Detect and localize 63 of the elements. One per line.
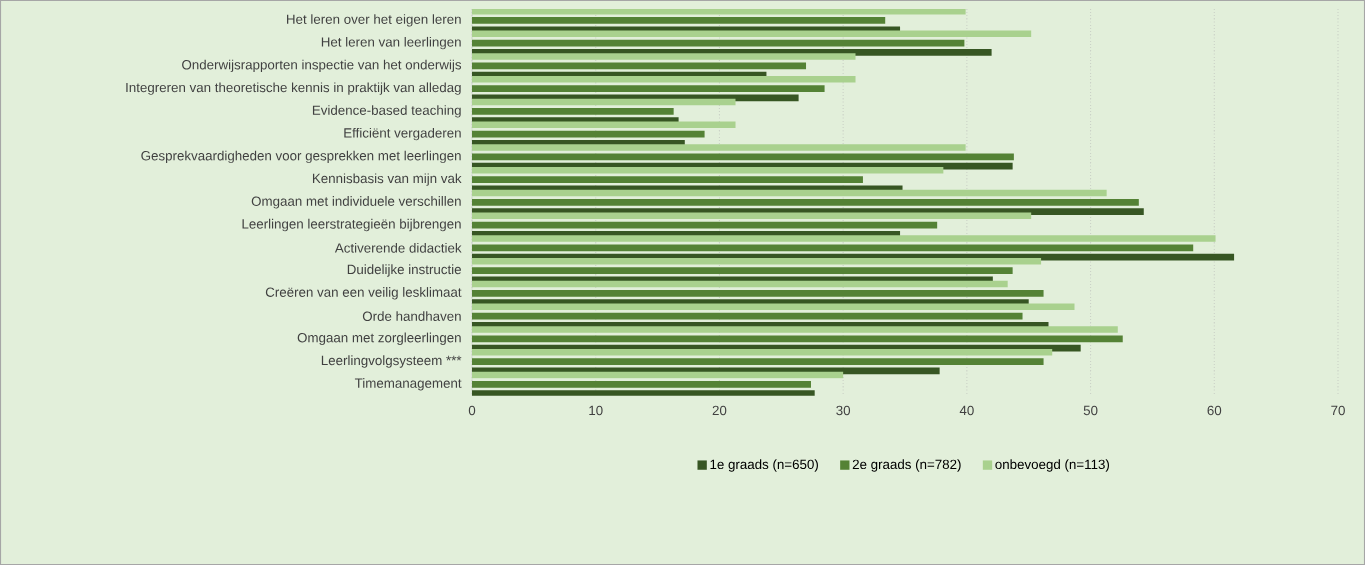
bar bbox=[472, 235, 1216, 242]
y-tick-label: Orde handhaven bbox=[362, 311, 461, 321]
bar bbox=[472, 358, 1044, 365]
bar bbox=[472, 380, 811, 388]
bar bbox=[472, 390, 815, 396]
bar bbox=[472, 212, 1032, 220]
x-tick-label: 40 bbox=[959, 405, 974, 416]
bar bbox=[472, 280, 1008, 288]
y-tick-label: Het leren over het eigen leren bbox=[287, 14, 461, 27]
bar bbox=[472, 257, 1042, 265]
bar bbox=[472, 98, 736, 106]
bar bbox=[472, 348, 1053, 356]
bar bbox=[472, 166, 944, 174]
bar bbox=[472, 153, 1014, 161]
bar bbox=[472, 312, 1023, 320]
bar bbox=[472, 53, 856, 60]
bar bbox=[472, 130, 705, 138]
bar bbox=[472, 244, 1194, 252]
bar bbox=[472, 267, 1013, 274]
y-tick-label: Gesprekvaardigheden voor gesprekken met leerlingen bbox=[141, 150, 461, 164]
y-tick-label: Activerende didactiek bbox=[334, 242, 462, 253]
bar bbox=[472, 39, 965, 47]
y-tick-label: Creëren van een veilig lesklimaat bbox=[265, 287, 462, 300]
legend-label: 1e graads (n=650) bbox=[710, 459, 818, 472]
bar bbox=[472, 30, 1032, 38]
y-tick-label: Kennisbasis van mijn vak bbox=[312, 173, 462, 186]
legend-label: onbevoegd (n=113) bbox=[995, 459, 1110, 472]
y-tick-label: Onderwijsrapporten inspectie van het onderwijs bbox=[182, 59, 462, 73]
bar bbox=[472, 62, 807, 70]
y-tick-label: Integreren van theoretische kennis in praktijk van alledag bbox=[126, 82, 461, 95]
bar bbox=[472, 221, 938, 229]
bar bbox=[472, 17, 886, 24]
x-tick-label: 50 bbox=[1083, 405, 1098, 416]
bar bbox=[472, 75, 856, 83]
bar bbox=[472, 326, 1118, 333]
x-tick-label: 30 bbox=[836, 405, 851, 416]
bar bbox=[472, 289, 1044, 297]
x-tick-label: 20 bbox=[712, 405, 727, 416]
x-tick-label: 0 bbox=[468, 405, 476, 416]
y-tick-label: Efficiënt vergaderen bbox=[344, 127, 461, 141]
y-tick-label: Omgaan met individuele verschillen bbox=[251, 196, 461, 209]
bar bbox=[472, 176, 863, 183]
bar bbox=[472, 9, 966, 15]
bar bbox=[472, 371, 844, 379]
y-tick-label: Leerlingen leerstrategieën bijbrengen bbox=[242, 218, 461, 232]
y-tick-label: Het leren van leerlingen bbox=[321, 36, 461, 50]
x-tick-label: 70 bbox=[1331, 405, 1345, 416]
legend-label: 2e graads (n=782) bbox=[852, 459, 961, 472]
bar bbox=[472, 85, 825, 92]
bar bbox=[472, 303, 1075, 311]
bar bbox=[472, 108, 674, 115]
y-tick-label: Evidence-based teaching bbox=[312, 105, 461, 118]
x-tick-label: 10 bbox=[589, 405, 603, 416]
y-tick-label: Omgaan met zorgleerlingen bbox=[297, 332, 461, 346]
y-tick-label: Leerlingvolgsysteem *** bbox=[321, 355, 462, 368]
y-tick-label: Timemanagement bbox=[354, 378, 462, 391]
bar bbox=[472, 121, 736, 129]
bar bbox=[472, 335, 1123, 343]
bar bbox=[472, 189, 1107, 197]
bar bbox=[472, 199, 1139, 206]
y-tick-label: Duidelijke instructie bbox=[347, 264, 461, 277]
bar bbox=[472, 144, 966, 151]
x-tick-label: 60 bbox=[1207, 405, 1222, 416]
